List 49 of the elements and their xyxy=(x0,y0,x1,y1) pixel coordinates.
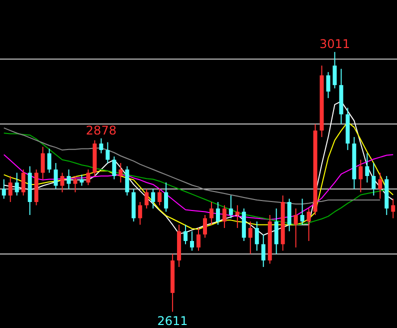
candlestick xyxy=(261,234,266,268)
candlestick xyxy=(40,146,45,180)
candlestick xyxy=(358,159,363,193)
candlestick xyxy=(378,172,382,200)
candlestick xyxy=(118,162,123,184)
candlestick xyxy=(164,182,168,212)
candlestick xyxy=(306,208,311,242)
annotation: 2878 xyxy=(86,123,116,138)
candlestick xyxy=(86,169,90,186)
candlestick xyxy=(60,172,64,193)
candlestick xyxy=(248,220,252,254)
candlestick xyxy=(106,142,110,164)
candlestick xyxy=(228,195,233,219)
candlestick xyxy=(202,214,207,238)
annotation: 3011 xyxy=(319,36,350,51)
candlestick xyxy=(372,162,376,196)
candlestick xyxy=(274,208,278,254)
candlestick xyxy=(196,227,200,252)
candlestick xyxy=(54,162,58,190)
candlestick xyxy=(151,188,156,209)
candlestick xyxy=(235,204,240,228)
candlestick xyxy=(326,72,330,99)
candlestick xyxy=(365,152,370,184)
candlestick xyxy=(209,201,214,226)
candlestick xyxy=(125,166,130,196)
candlestick xyxy=(47,148,52,174)
candlestick xyxy=(80,174,84,186)
candlestick xyxy=(391,198,396,219)
candlestick xyxy=(2,178,6,200)
candlestick xyxy=(300,198,304,226)
candlestick xyxy=(14,172,19,196)
candlestick xyxy=(222,204,226,228)
candlestick xyxy=(190,230,194,252)
annotation: 2611 xyxy=(157,314,188,328)
candlestick xyxy=(138,201,142,226)
candlestick xyxy=(8,176,12,202)
candlestick xyxy=(294,208,298,248)
candlestick xyxy=(99,138,104,154)
candlestick xyxy=(112,156,116,180)
candlestick xyxy=(158,188,162,206)
candlestick xyxy=(254,220,259,252)
candlestick xyxy=(287,198,292,232)
candlestick xyxy=(73,176,78,193)
candlestick xyxy=(21,169,26,196)
candlestick xyxy=(332,51,337,89)
candlestick xyxy=(184,224,188,245)
candlestick xyxy=(216,201,220,226)
candlestick xyxy=(144,188,149,209)
candlestick xyxy=(66,169,71,190)
